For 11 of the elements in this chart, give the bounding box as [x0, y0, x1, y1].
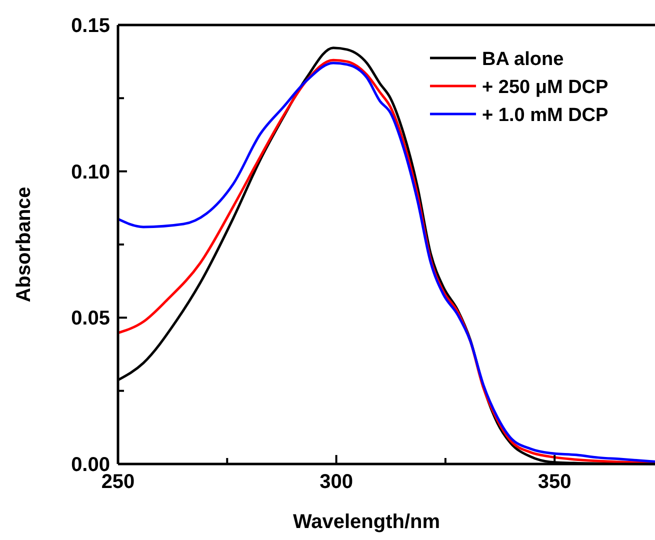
y-axis-title: Absorbance	[13, 186, 35, 302]
x-tick-label: 300	[320, 471, 353, 493]
y-tick-label: 0.15	[71, 15, 110, 37]
legend-label: BA alone	[482, 49, 564, 70]
y-tick-label: 0.05	[71, 308, 110, 330]
y-tick-label: 0.10	[71, 161, 110, 184]
x-tick-label: 250	[101, 471, 135, 493]
legend-label: + 1.0 mM DCP	[482, 105, 609, 126]
x-axis-title: Wavelength/nm	[292, 511, 440, 533]
x-tick-label: 350	[538, 471, 572, 493]
legend-label: + 250 μM DCP	[482, 77, 609, 98]
